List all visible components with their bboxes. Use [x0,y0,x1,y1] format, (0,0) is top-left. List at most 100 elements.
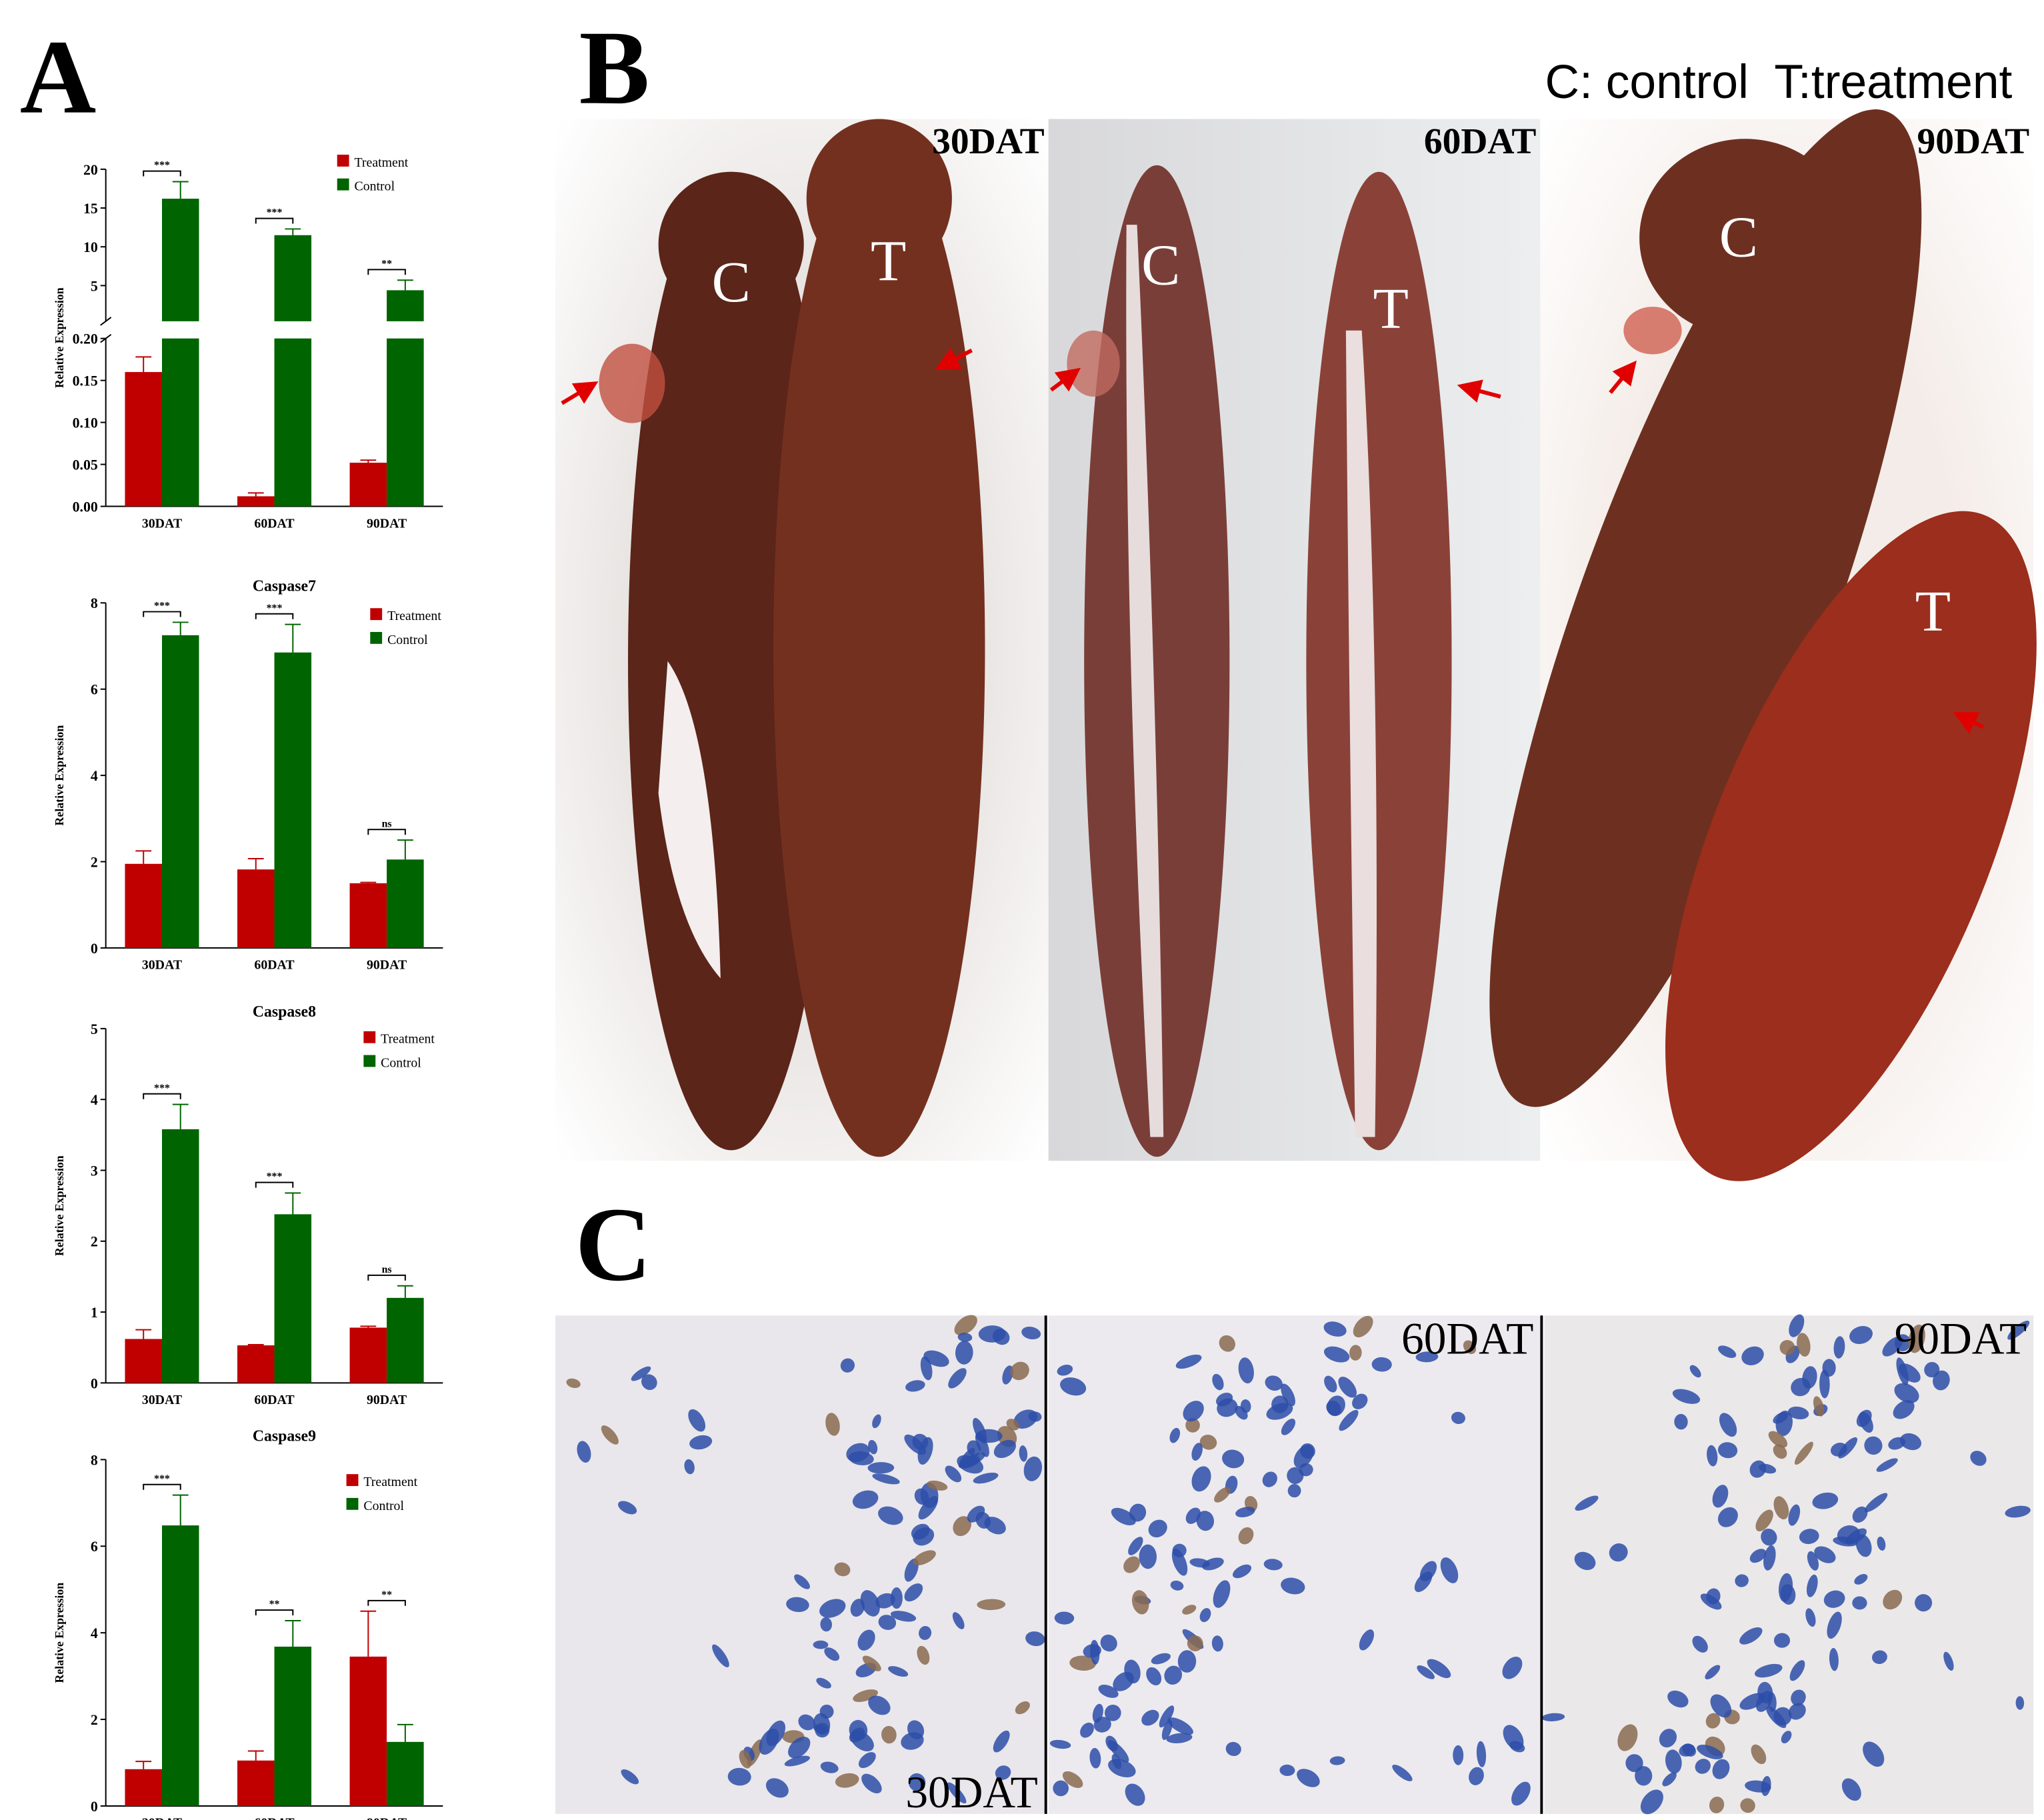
cell [684,1459,695,1475]
cell [1265,1375,1283,1391]
bar-chart: Caspase7 Relative Expression 0 2 4 6 8 30DAT ***… [53,577,443,973]
cell [878,1506,903,1525]
legend-swatch [337,155,349,167]
cell [1083,1644,1101,1658]
legend-label: Treatment [363,1475,417,1489]
bar [161,1525,199,1806]
cell [857,1629,875,1651]
arrow [1457,379,1501,403]
bar [349,1656,387,1806]
cell [1167,1717,1193,1735]
histology-label: 30DAT [905,1767,1037,1817]
cell [1710,1694,1732,1718]
y-tick-label: 2 [91,854,98,870]
cell [1617,1724,1638,1751]
cell [1773,1707,1792,1726]
y-tick-label: 2 [91,1712,98,1728]
significance-bracket [367,269,406,275]
x-tick-label: 60DAT [254,516,294,531]
cell [1894,1383,1919,1403]
cell [824,1647,840,1661]
animal-label: T [1373,276,1409,341]
bar [387,859,424,948]
cell [1718,1345,1737,1358]
cell [1128,1537,1143,1555]
cell [862,1655,881,1671]
cell [1392,1765,1413,1781]
cell [1864,1436,1883,1455]
bar [274,1214,312,1383]
y-tick-label: 0 [91,1799,98,1815]
significance-label: ns [382,818,392,829]
bar [349,1327,387,1383]
bar [237,1760,275,1806]
y-tick-label: 5 [91,1021,98,1037]
cell [1893,1400,1915,1419]
cell [1755,1663,1783,1678]
gill [599,343,665,423]
cell [1773,1444,1787,1459]
cell [1211,1635,1223,1652]
y-tick-label: 0 [91,941,98,957]
cell [849,1719,868,1741]
bar [125,372,162,507]
cell [948,1368,967,1389]
cell [1503,1725,1524,1750]
cell [765,1778,789,1798]
y-tick-label: 4 [91,768,98,784]
cell [1806,1574,1818,1597]
cell [816,1677,831,1689]
cell [1751,1744,1767,1765]
cell [1023,1456,1043,1481]
cell [1863,1741,1885,1767]
cell [875,1593,895,1609]
cell [1025,1631,1045,1647]
salamander [1489,109,1922,1107]
cell [1263,1559,1283,1571]
cell [1238,1527,1254,1545]
legend-swatch [370,608,383,621]
cell [819,1599,846,1618]
chart-title: Caspase7 [253,577,316,595]
cell [1279,1764,1295,1776]
cell [1791,1689,1806,1706]
cell [1359,1629,1375,1651]
cell [1849,1326,1873,1345]
cell [1877,1536,1886,1551]
legend-label: Control [387,633,428,647]
significance-label: *** [154,160,170,171]
photo-label: 30DAT [932,121,1045,162]
cell [850,1599,865,1617]
bar [274,338,312,507]
cell [1161,1720,1173,1740]
cell [1010,1361,1029,1381]
cell [878,1615,897,1630]
cell [1882,1336,1903,1357]
y-tick-label: 4 [91,1092,98,1108]
y-tick-label: 1 [91,1305,98,1321]
panel-label: A [20,19,97,136]
cell [1805,1608,1816,1627]
cell [1778,1573,1793,1602]
cell [1183,1401,1204,1422]
cell [1092,1703,1103,1723]
y-tick-label: 0.00 [73,499,98,515]
x-tick-label: 60DAT [254,958,294,973]
cell [1100,1634,1117,1652]
cell [1900,1433,1922,1451]
cell [947,1782,967,1804]
cell [1789,1314,1805,1337]
cell [1170,1580,1184,1591]
legend-swatch [346,1497,359,1510]
cell [798,1714,815,1731]
cell [1659,1729,1677,1748]
cell [1141,1709,1159,1726]
arrow [935,347,973,370]
animal-label: C [1141,232,1180,297]
cell [1339,1409,1359,1431]
cell [788,1737,811,1759]
cell [917,1437,933,1465]
significance-bracket [255,217,294,224]
cell [1511,1781,1531,1806]
animal-label: C [712,249,751,314]
